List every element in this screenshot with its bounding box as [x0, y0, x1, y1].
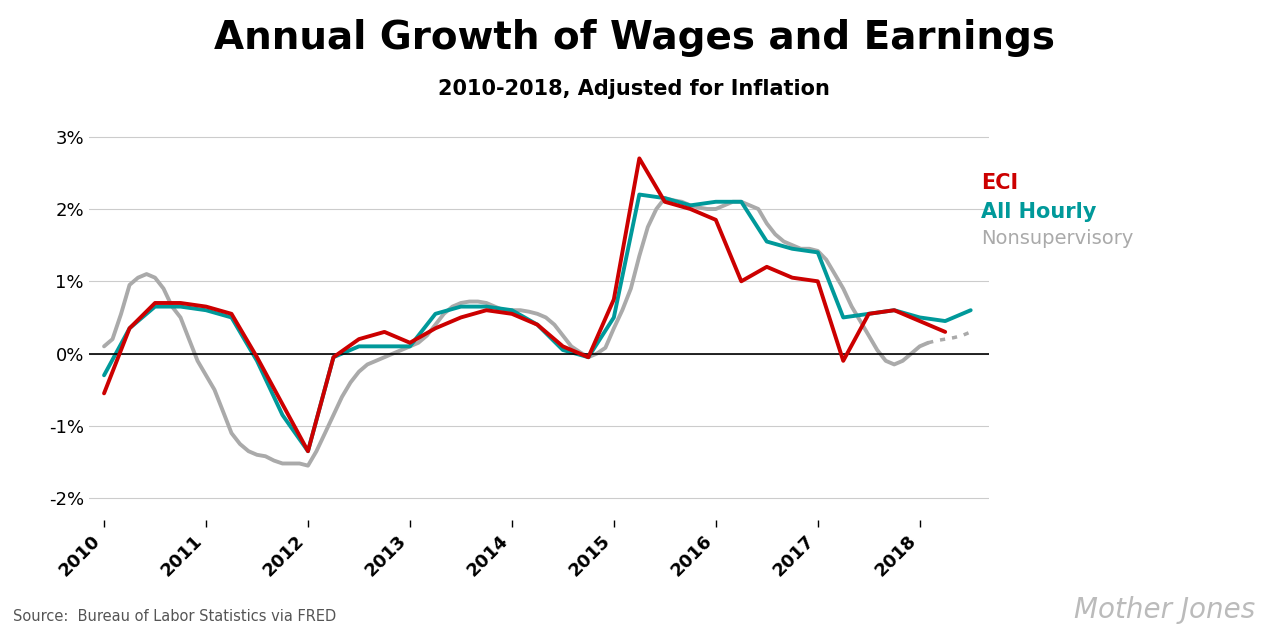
Text: 2010-2018, Adjusted for Inflation: 2010-2018, Adjusted for Inflation: [437, 79, 831, 100]
Text: Mother Jones: Mother Jones: [1074, 597, 1255, 624]
Text: Nonsupervisory: Nonsupervisory: [981, 230, 1134, 249]
Text: ECI: ECI: [981, 173, 1018, 193]
Text: Source:  Bureau of Labor Statistics via FRED: Source: Bureau of Labor Statistics via F…: [13, 609, 336, 624]
Text: All Hourly: All Hourly: [981, 202, 1097, 222]
Text: Annual Growth of Wages and Earnings: Annual Growth of Wages and Earnings: [213, 19, 1055, 57]
